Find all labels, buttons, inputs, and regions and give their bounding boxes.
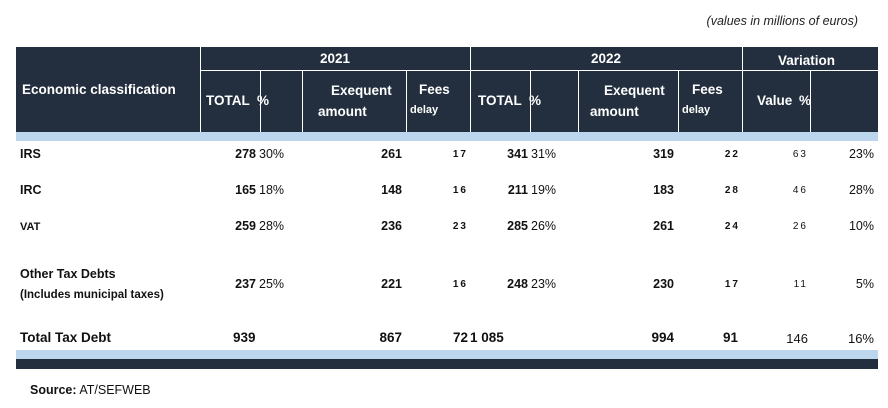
- table-header: [16, 47, 878, 132]
- header-divider: [530, 70, 531, 132]
- cell-total-2021: 237: [235, 277, 256, 291]
- cell-pct-2021: 30%: [259, 147, 285, 161]
- header-value-pct: %: [799, 93, 812, 108]
- cell-total-2022: 341: [507, 147, 528, 161]
- cell-var-pct: 5%: [855, 277, 874, 291]
- cell-total-2022: 285: [507, 219, 528, 233]
- row-label-vat: VAT: [20, 221, 41, 233]
- cell-pct-2022: 31%: [531, 147, 557, 161]
- cell-var-value: 11: [793, 279, 808, 290]
- total-exequent-2022: 994: [651, 330, 674, 345]
- cell-exequent-2021: 261: [381, 147, 402, 161]
- cell-exequent-2021: 148: [381, 183, 402, 197]
- header-classification: Economic classification: [22, 82, 176, 97]
- cell-fees-2022: 17: [724, 279, 740, 290]
- cell-exequent-2021: 236: [381, 219, 402, 233]
- header-divider: [200, 47, 201, 132]
- header-total-2021: TOTAL: [206, 93, 250, 108]
- cell-pct-2021: 18%: [259, 183, 285, 197]
- source-note: Source: AT/SEFWEB: [30, 383, 151, 397]
- cell-pct-2021: 28%: [259, 219, 285, 233]
- cell-fees-2021: 16: [452, 185, 468, 196]
- header-year-2021: 2021: [320, 51, 351, 66]
- cell-pct-2022: 19%: [531, 183, 557, 197]
- row-label-irs: IRS: [20, 147, 41, 161]
- total-var-pct: 16%: [847, 331, 874, 346]
- header-divider: [578, 70, 579, 132]
- header-pct-2021: %: [257, 93, 270, 108]
- cell-total-2021: 259: [235, 219, 256, 233]
- cell-var-value: 26: [792, 221, 808, 232]
- header-divider: [200, 70, 878, 71]
- cell-pct-2021: 25%: [259, 277, 285, 291]
- header-divider: [302, 70, 303, 132]
- header-year-2022: 2022: [591, 51, 622, 66]
- header-divider: [810, 70, 811, 132]
- header-total-2022: TOTAL: [478, 93, 522, 108]
- header-divider: [470, 47, 471, 132]
- row-label-irc: IRC: [20, 183, 42, 197]
- cell-fees-2022: 22: [724, 149, 740, 160]
- total-fees-2021: 72: [452, 330, 468, 345]
- header-exequent-2021: Exequent: [331, 83, 392, 98]
- cell-total-2021: 278: [235, 147, 256, 161]
- cell-var-value: 46: [792, 185, 808, 196]
- total-fees-2022: 91: [722, 330, 738, 345]
- header-pct-2022: %: [529, 93, 542, 108]
- cell-exequent-2021: 221: [381, 277, 402, 291]
- cell-pct-2022: 26%: [531, 219, 557, 233]
- cell-pct-2022: 23%: [531, 277, 557, 291]
- total-var-value: 146: [786, 331, 808, 346]
- cell-var-pct: 28%: [848, 183, 874, 197]
- separator-band: [16, 132, 878, 141]
- cell-exequent-2022: 261: [653, 219, 674, 233]
- cell-fees-2021: 17: [452, 149, 468, 160]
- unit-note: (values in millions of euros): [706, 14, 858, 28]
- header-fees-2021: Fees: [419, 82, 450, 97]
- footer-band: [16, 359, 878, 369]
- header-fees-2022: Fees: [692, 82, 723, 97]
- cell-exequent-2022: 183: [653, 183, 674, 197]
- total-exequent-2021: 867: [379, 330, 402, 345]
- header-amount-2022: amount: [590, 104, 639, 119]
- cell-var-pct: 23%: [848, 147, 874, 161]
- header-variation: Variation: [778, 53, 836, 68]
- total-2021: 939: [233, 330, 256, 345]
- separator-band: [16, 350, 878, 359]
- total-2022: 1 085: [470, 330, 504, 345]
- row-label-other-tax-debts: Other Tax Debts: [20, 267, 116, 281]
- header-value: Value: [757, 93, 793, 108]
- cell-total-2022: 248: [507, 277, 528, 291]
- header-divider: [406, 70, 407, 132]
- header-divider: [678, 70, 679, 132]
- cell-fees-2022: 24: [724, 221, 740, 232]
- cell-fees-2022: 28: [724, 185, 740, 196]
- row-label-total: Total Tax Debt: [20, 330, 112, 345]
- header-divider: [742, 47, 743, 132]
- cell-var-pct: 10%: [848, 219, 874, 233]
- source-label: Source:: [30, 383, 77, 397]
- cell-fees-2021: 16: [452, 279, 468, 290]
- cell-fees-2021: 23: [452, 221, 468, 232]
- cell-total-2021: 165: [235, 183, 256, 197]
- source-value: AT/SEFWEB: [79, 383, 151, 397]
- cell-exequent-2022: 230: [653, 277, 674, 291]
- header-amount-2021: amount: [318, 104, 367, 119]
- row-label-other-note: (Includes municipal taxes): [20, 289, 164, 301]
- header-delay-2022: delay: [682, 104, 711, 116]
- header-exequent-2022: Exequent: [604, 83, 665, 98]
- cell-var-value: 63: [792, 149, 808, 160]
- header-delay-2021: delay: [410, 104, 439, 116]
- cell-total-2022: 211: [507, 183, 528, 197]
- cell-exequent-2022: 319: [653, 147, 674, 161]
- header-divider: [260, 70, 261, 132]
